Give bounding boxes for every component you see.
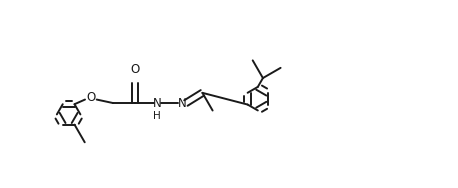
Text: N: N: [177, 97, 186, 110]
Text: O: O: [86, 91, 95, 104]
Text: O: O: [131, 63, 140, 76]
Text: H: H: [153, 111, 161, 121]
Text: N: N: [153, 97, 162, 110]
